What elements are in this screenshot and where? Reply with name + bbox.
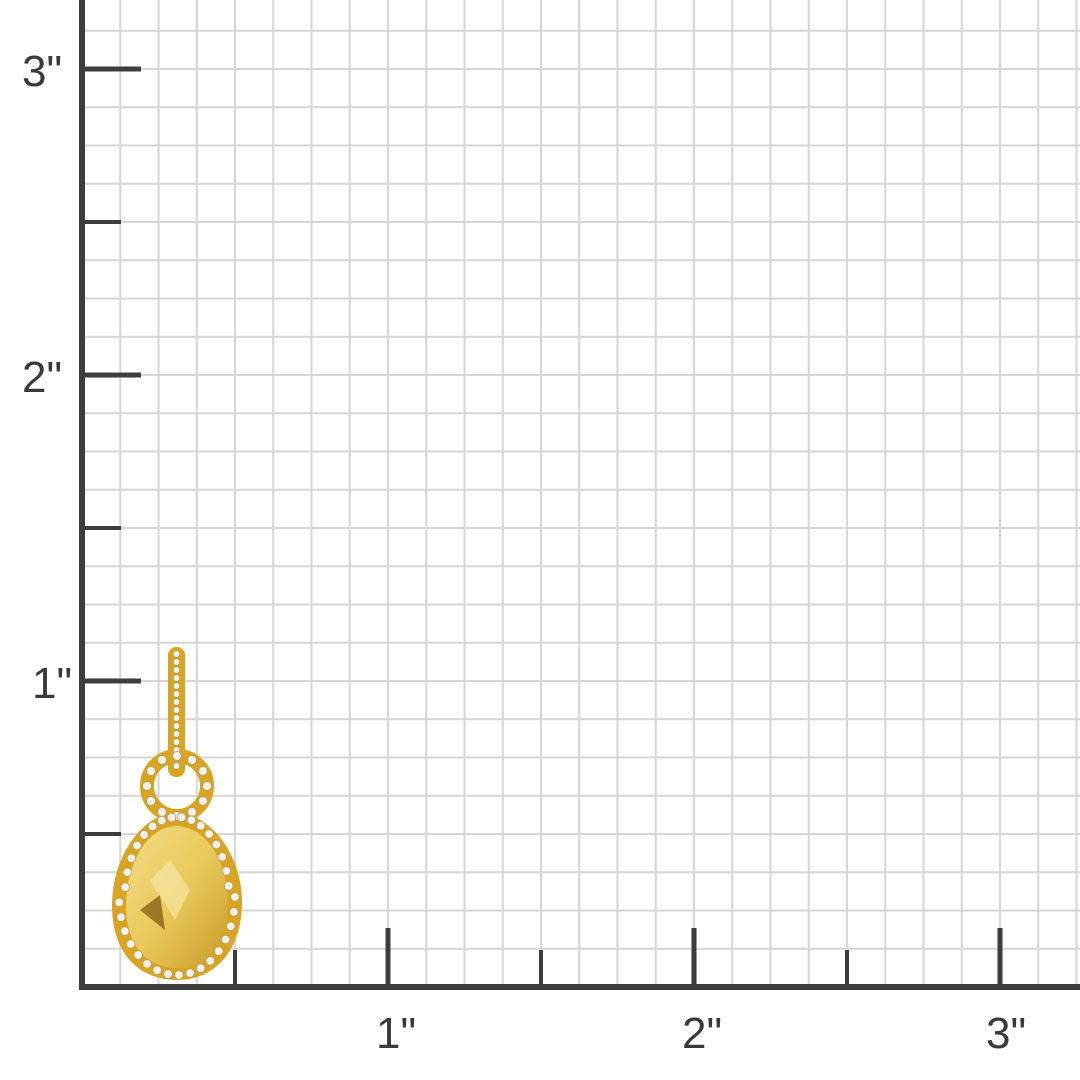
diamond [132,840,142,851]
diamond [172,706,181,714]
diamond [230,892,240,902]
diamond [172,666,181,674]
diamond [174,970,184,980]
y-tick-label-3: 3" [22,47,63,96]
diamond [152,965,162,975]
x-tick-label-3: 3" [986,1009,1027,1058]
diamond [172,682,181,690]
diamond [186,815,197,825]
diamond [142,781,152,791]
diamond [172,674,181,682]
diamond [205,956,215,966]
diamond [176,812,187,823]
diamond [116,912,126,922]
diamond [217,852,227,862]
diamond [147,821,158,832]
diamond [172,690,181,698]
diamond [120,926,130,936]
y-tick-label-2: 2" [22,353,63,402]
diamond [187,755,197,765]
diamond [172,658,181,666]
diamond [172,730,181,738]
diamond [211,839,222,850]
y-tick-label-1: 1" [32,659,73,708]
diamond [157,755,167,765]
diamond [187,807,197,817]
diamond [157,807,167,817]
diamond [172,714,181,722]
diamond [163,969,173,979]
diamond [172,751,182,761]
diamond [221,866,232,876]
diamond [185,968,195,978]
diamond [157,815,167,826]
diamond [166,812,177,823]
diamond [120,882,130,892]
diamond [146,766,156,776]
diamond [172,698,181,706]
diamond [139,830,149,840]
diamond [122,867,133,877]
x-tick-label-2: 2" [682,1009,723,1058]
diamond [195,821,206,831]
diamond [214,946,224,956]
diamond [198,766,208,776]
diamond [125,939,136,949]
diamond [172,762,181,770]
diamond [142,959,152,969]
diamond [114,897,124,908]
diamond [172,738,181,746]
diamond [220,934,231,945]
diamond [133,950,143,960]
diamond [172,722,181,730]
diamond [223,881,234,891]
diamond [226,921,236,931]
diamond [198,796,208,806]
diamond [172,650,181,658]
diamond [202,781,212,791]
diamond [229,907,239,917]
x-tick-label-1: 1" [376,1009,417,1058]
diamond [146,796,156,806]
diamond [204,829,214,839]
diamond [126,853,137,863]
diamond [195,963,206,973]
